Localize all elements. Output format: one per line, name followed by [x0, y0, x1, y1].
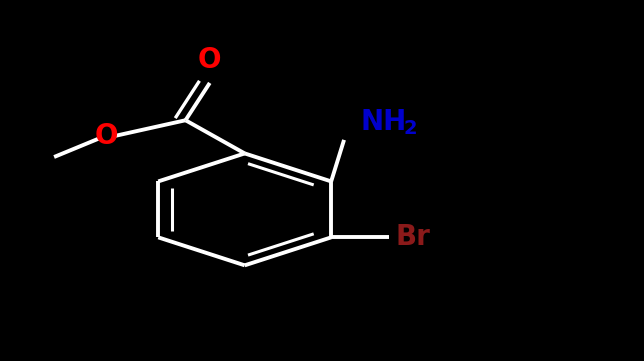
Text: 2: 2: [404, 119, 417, 138]
Text: O: O: [95, 122, 118, 150]
Text: NH: NH: [360, 108, 406, 136]
Text: O: O: [198, 46, 222, 74]
Text: Br: Br: [395, 223, 430, 251]
